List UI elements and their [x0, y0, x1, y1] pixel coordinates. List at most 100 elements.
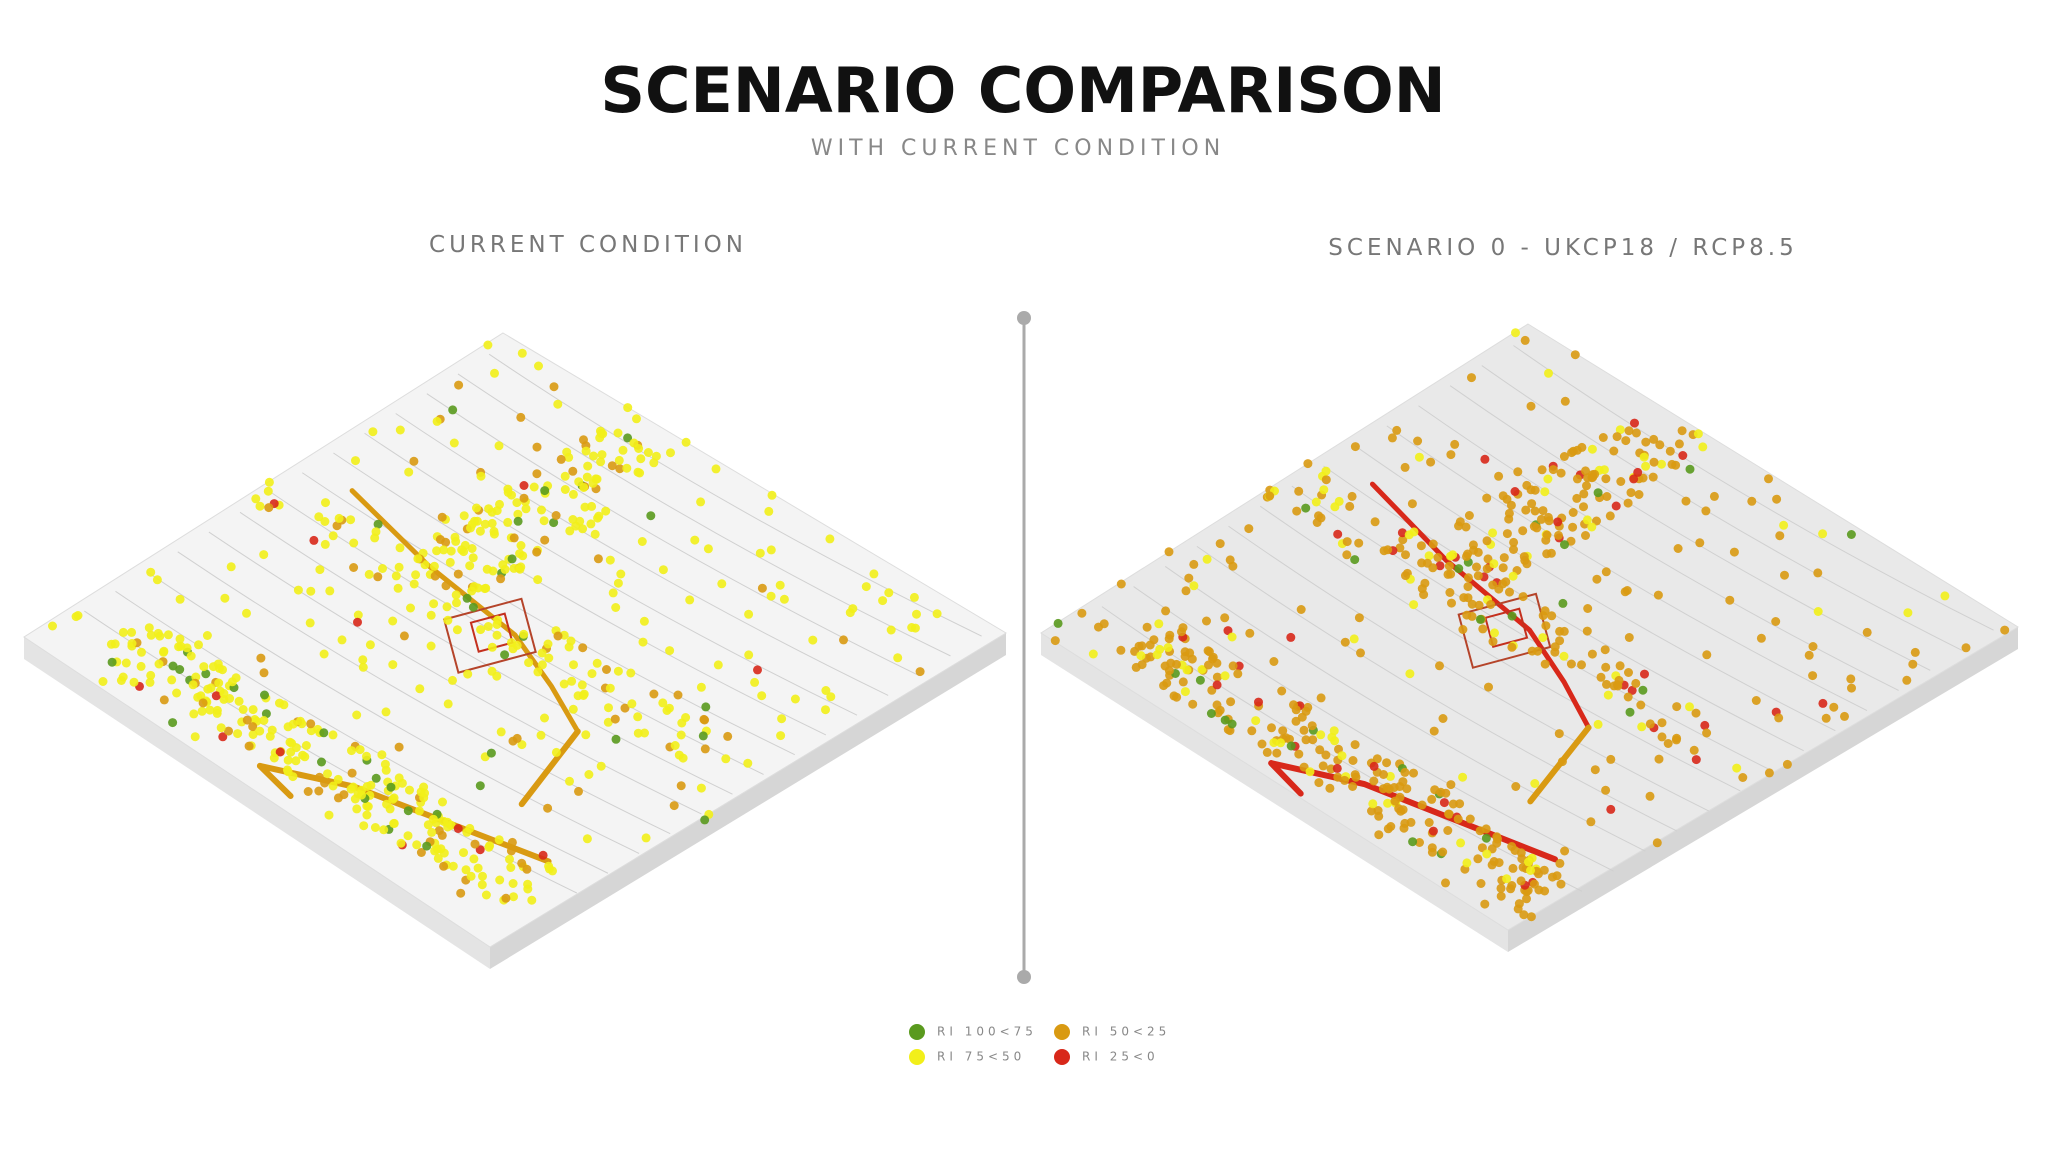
risk-point — [1149, 635, 1159, 645]
risk-point — [1333, 529, 1343, 539]
risk-point — [1756, 633, 1766, 643]
risk-point — [481, 890, 491, 900]
risk-point — [352, 710, 362, 720]
risk-point — [489, 529, 499, 539]
risk-point — [201, 669, 211, 679]
risk-point — [641, 833, 651, 843]
risk-point — [1340, 637, 1350, 647]
risk-point — [1641, 437, 1651, 447]
risk-point — [1233, 669, 1243, 679]
risk-point — [1482, 849, 1492, 859]
risk-point — [670, 741, 680, 750]
risk-point — [509, 892, 518, 902]
risk-point — [1496, 891, 1506, 901]
risk-point — [198, 698, 208, 708]
risk-point — [448, 861, 458, 871]
risk-point — [1602, 679, 1611, 689]
risk-point — [593, 513, 603, 523]
map — [23, 332, 1007, 969]
risk-point — [532, 442, 542, 452]
risk-point — [540, 535, 550, 545]
risk-point — [1467, 599, 1477, 609]
risk-point — [1539, 865, 1549, 875]
risk-point — [477, 880, 487, 890]
risk-point — [1542, 530, 1552, 540]
risk-point — [1605, 511, 1615, 521]
subtitle: WITH CURRENT CONDITION — [811, 136, 1225, 161]
risk-point — [1657, 718, 1667, 728]
risk-point — [1473, 854, 1483, 864]
risk-point — [544, 653, 554, 663]
risk-point — [909, 592, 919, 602]
risk-point — [382, 799, 392, 809]
risk-point — [1488, 528, 1498, 538]
risk-point — [317, 757, 326, 767]
risk-point — [622, 463, 632, 473]
risk-point — [1350, 442, 1360, 452]
risk-point — [351, 456, 360, 466]
risk-point — [1348, 782, 1358, 791]
risk-point — [214, 678, 224, 688]
risk-point — [347, 746, 356, 756]
map-side — [490, 633, 1006, 969]
risk-point — [1553, 517, 1563, 527]
map-side — [1508, 627, 2018, 952]
risk-point — [1653, 590, 1663, 600]
risk-point — [1184, 573, 1194, 583]
risk-point — [334, 513, 344, 523]
risk-point — [1459, 593, 1469, 603]
risk-point — [1527, 499, 1537, 509]
risk-point — [581, 446, 591, 456]
risk-point — [578, 643, 588, 653]
risk-point — [205, 705, 215, 715]
risk-point — [1626, 488, 1636, 498]
risk-point — [1461, 522, 1471, 532]
risk-point — [1351, 772, 1361, 782]
risk-point — [1624, 668, 1633, 677]
risk-point — [1419, 590, 1429, 600]
risk-point — [306, 719, 316, 729]
risk-point — [346, 515, 356, 525]
risk-point — [869, 569, 879, 579]
risk-point — [696, 783, 706, 793]
risk-point — [1383, 824, 1393, 834]
risk-point — [776, 731, 786, 741]
risk-point — [1667, 459, 1677, 469]
risk-point — [1415, 838, 1424, 847]
risk-point — [1568, 522, 1578, 532]
risk-point — [507, 490, 516, 500]
risk-point — [602, 665, 611, 674]
risk-point — [427, 827, 437, 837]
risk-point — [127, 639, 137, 648]
legend-label: RI 50<25 — [1082, 1025, 1170, 1039]
risk-point — [1472, 562, 1481, 572]
risk-point — [414, 806, 424, 816]
risk-point — [1340, 775, 1350, 785]
risk-point — [1496, 883, 1506, 893]
risk-point — [658, 565, 668, 575]
risk-point — [1560, 846, 1570, 856]
risk-point — [1648, 472, 1658, 482]
risk-point — [144, 623, 154, 633]
risk-point — [1272, 748, 1282, 758]
risk-point — [353, 610, 363, 620]
risk-point — [825, 534, 835, 544]
risk-point — [168, 661, 178, 671]
risk-point — [1228, 661, 1238, 671]
terrain-line — [1418, 405, 1899, 691]
risk-point — [295, 716, 305, 726]
risk-point — [358, 655, 368, 665]
risk-point — [1550, 642, 1560, 652]
risk-point — [1638, 473, 1648, 483]
risk-point — [403, 831, 413, 841]
risk-point — [1220, 715, 1230, 725]
risk-point — [1577, 660, 1586, 670]
risk-point — [448, 675, 457, 685]
risk-point — [1674, 439, 1684, 449]
risk-point — [250, 715, 260, 724]
risk-point — [1382, 758, 1392, 768]
risk-point — [328, 781, 338, 791]
risk-point — [1269, 738, 1279, 748]
risk-point — [1780, 570, 1789, 580]
risk-point — [1438, 847, 1448, 857]
